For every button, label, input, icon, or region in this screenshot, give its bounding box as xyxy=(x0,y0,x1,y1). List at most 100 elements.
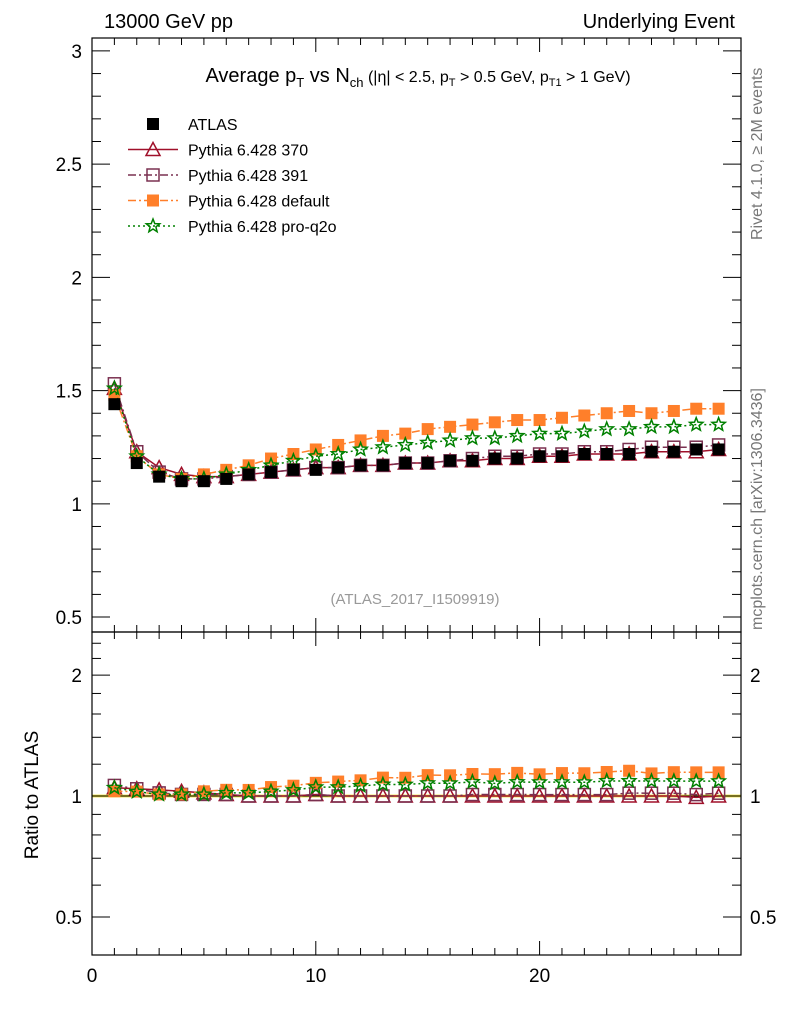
ratio-point xyxy=(329,778,347,795)
data-point xyxy=(511,452,524,465)
y-tick-label: 2.5 xyxy=(56,155,82,176)
ratio-point xyxy=(711,786,726,800)
ratio-point xyxy=(555,787,569,802)
ratio-point xyxy=(510,787,524,802)
ratio-point xyxy=(532,787,547,802)
ratio-point xyxy=(599,787,614,802)
ratio-point xyxy=(710,772,728,789)
y-tick-label: 1.5 xyxy=(56,382,82,403)
ratio-point xyxy=(667,786,681,800)
data-point xyxy=(578,409,591,422)
ratio-point xyxy=(620,771,638,789)
ratio-point xyxy=(598,771,616,789)
ratio-point xyxy=(488,787,502,802)
series-line xyxy=(113,383,719,480)
ratio-point xyxy=(217,783,235,801)
ratio-point xyxy=(443,789,457,803)
data-point xyxy=(351,440,370,457)
series-line xyxy=(113,394,719,480)
data-point xyxy=(463,429,482,446)
data-point xyxy=(332,461,345,474)
data-point xyxy=(329,444,347,462)
data-point xyxy=(130,457,143,470)
legend-marker xyxy=(144,216,162,234)
ratio-point xyxy=(622,786,636,800)
ratio-point xyxy=(420,789,435,803)
y-tick-label: 1 xyxy=(71,495,82,516)
data-point xyxy=(712,402,725,415)
ratio-y-tick-label: 2 xyxy=(71,666,82,687)
ratio-point xyxy=(598,787,615,803)
legend-marker xyxy=(147,118,159,130)
ratio-point xyxy=(172,785,191,802)
data-point xyxy=(687,415,705,432)
ratio-point xyxy=(577,787,592,802)
chart-title: Average pT vs Nch (|η| < 2.5, pT > 0.5 G… xyxy=(205,65,630,90)
y-tick-label: 0.5 xyxy=(56,608,82,629)
ratio-line xyxy=(114,780,719,796)
ratio-point xyxy=(531,787,548,803)
data-point xyxy=(284,451,303,469)
legend-marker xyxy=(147,194,159,207)
data-point xyxy=(108,398,121,411)
data-point xyxy=(578,448,591,461)
ratio-point xyxy=(309,776,322,789)
ratio-point xyxy=(508,787,526,803)
legend-entry: Pythia 6.428 pro-q2o xyxy=(128,216,337,236)
data-point xyxy=(600,407,613,420)
y-tick-label: 2 xyxy=(71,268,82,289)
data-point xyxy=(105,379,123,396)
ratio-point xyxy=(488,768,501,781)
ratio-point xyxy=(351,776,370,794)
data-point xyxy=(153,470,166,483)
ratio-point xyxy=(396,775,414,792)
ratio-point xyxy=(643,787,660,803)
ratio-point xyxy=(687,772,705,789)
data-point xyxy=(374,438,392,455)
data-point xyxy=(287,463,300,476)
data-point xyxy=(508,426,526,444)
ratio-point xyxy=(689,787,703,802)
data-point xyxy=(399,427,412,440)
data-point xyxy=(665,417,683,435)
data-point xyxy=(710,415,728,432)
ratio-point xyxy=(195,785,213,802)
legend-label: Pythia 6.428 default xyxy=(188,194,330,211)
ratio-point xyxy=(665,772,683,789)
ratio-point xyxy=(376,789,390,803)
series-0 xyxy=(108,398,725,488)
ratio-point xyxy=(578,767,591,780)
rivet-label: Rivet 4.1.0, ≥ 2M events xyxy=(749,68,766,240)
ratio-point xyxy=(665,787,683,803)
ratio-line xyxy=(114,769,719,796)
header-left: 13000 GeV pp xyxy=(104,11,233,33)
ratio-y-tick-label: 0.5 xyxy=(56,908,82,929)
ratio-point xyxy=(576,787,593,803)
ratio-y-tick-label-right: 2 xyxy=(750,666,761,687)
data-point xyxy=(376,429,389,442)
data-point xyxy=(488,416,501,429)
ratio-point xyxy=(150,785,168,802)
data-point xyxy=(530,424,549,442)
data-point xyxy=(533,450,546,463)
ratio-point xyxy=(642,772,661,789)
legend-label: Pythia 6.428 370 xyxy=(188,143,308,160)
data-point xyxy=(441,431,459,448)
legend-label: ATLAS xyxy=(188,117,238,134)
data-point xyxy=(690,443,703,456)
legend-entry: Pythia 6.428 default xyxy=(128,194,330,211)
data-point xyxy=(623,404,636,417)
ratio-point xyxy=(284,780,303,798)
ratio-point xyxy=(441,774,459,791)
data-point xyxy=(555,411,568,424)
ratio-point xyxy=(575,773,593,790)
data-point xyxy=(332,438,345,451)
data-point xyxy=(667,404,680,417)
data-point xyxy=(197,475,210,488)
ratio-point xyxy=(465,787,480,802)
ratio-point xyxy=(553,787,571,803)
ratio-point xyxy=(128,782,146,800)
data-point xyxy=(220,463,233,476)
x-tick-label: 0 xyxy=(87,966,98,987)
